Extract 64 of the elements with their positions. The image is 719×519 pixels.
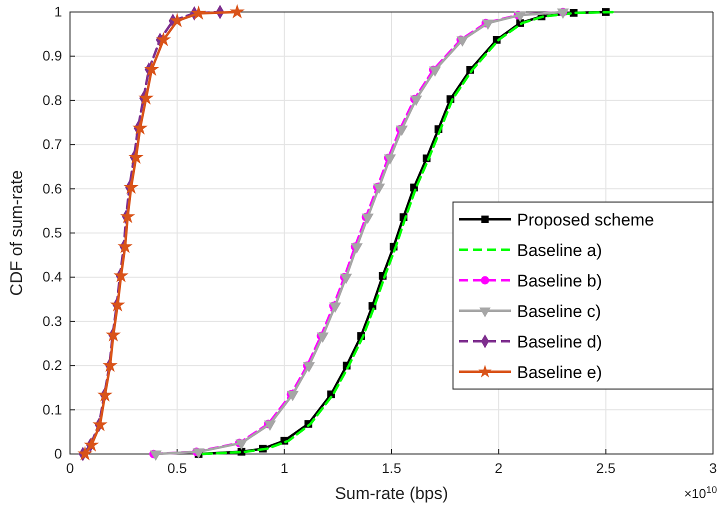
x-tick-label: 1	[280, 460, 288, 476]
point	[410, 96, 422, 106]
point	[230, 5, 244, 18]
point	[456, 36, 468, 46]
point	[145, 62, 158, 76]
y-axis-title: CDF of sum-rate	[7, 170, 26, 296]
x-tick-label: 3	[709, 460, 718, 476]
point	[106, 328, 120, 341]
legend-label: Baseline c)	[517, 302, 602, 321]
point	[264, 420, 276, 430]
x-tick-label: 2.5	[596, 460, 616, 476]
point	[93, 418, 107, 430]
y-tick-label: 0.1	[42, 401, 62, 418]
point	[236, 440, 248, 450]
x-tick-label: 0	[66, 460, 74, 476]
point	[317, 332, 328, 342]
point	[192, 6, 206, 19]
legend-label: Baseline d)	[517, 332, 602, 352]
point	[121, 210, 134, 222]
point	[84, 438, 98, 451]
legend-label: Proposed scheme	[517, 210, 654, 230]
point	[373, 184, 385, 194]
point	[111, 298, 124, 311]
point	[134, 121, 147, 134]
point	[396, 126, 408, 136]
point	[340, 274, 352, 284]
point	[482, 20, 494, 30]
text: ×10$^{10}$	[684, 484, 718, 501]
point	[303, 362, 315, 372]
y-tick-label: 0.3	[42, 312, 62, 329]
point	[156, 33, 170, 46]
x-tick-label: 2	[494, 460, 503, 476]
x-tick-label: 0.5	[167, 460, 188, 476]
y-tick-label: 0.5	[42, 224, 62, 240]
y-tick-label: 0.9	[42, 48, 62, 64]
point	[287, 390, 298, 401]
x-axis-title: Sum-rate (bps)	[334, 484, 448, 503]
point	[514, 12, 526, 22]
point	[330, 302, 341, 312]
point	[170, 14, 184, 26]
point	[351, 243, 362, 254]
point	[114, 269, 128, 282]
legend-label: Baseline e)	[517, 362, 602, 382]
y-tick-label: 0.4	[42, 268, 62, 285]
y-tick-label: 0.7	[42, 136, 62, 152]
point	[104, 358, 117, 372]
point	[129, 150, 143, 164]
point	[124, 180, 138, 194]
point	[118, 240, 132, 252]
legend-label: Baseline a)	[517, 240, 602, 260]
point	[98, 388, 112, 401]
point	[429, 66, 441, 76]
y-tick-label: 0.6	[42, 180, 62, 196]
legend-label: Baseline b)	[517, 271, 602, 290]
y-tick-label: 0	[54, 445, 62, 462]
point	[78, 447, 92, 460]
point	[362, 214, 374, 224]
y-tick-label: 0.2	[42, 357, 62, 374]
point	[150, 450, 162, 460]
point	[140, 91, 153, 104]
x-tick-label: 1.5	[382, 460, 402, 476]
y-tick-label: 1	[54, 3, 62, 20]
y-tick-label: 0.8	[42, 92, 62, 108]
point	[384, 154, 396, 164]
